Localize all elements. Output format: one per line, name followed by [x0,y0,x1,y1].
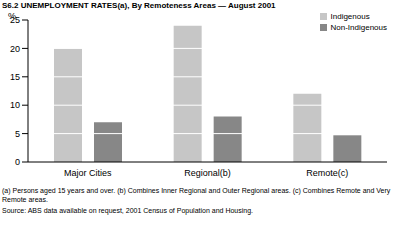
svg-text:Regional(b): Regional(b) [184,168,231,178]
html-text:Non-Indigenous: Non-Indigenous [330,23,387,32]
svg-text:10: 10 [10,100,20,110]
html-text:Source: ABS data available on: Source: ABS data available on request, 2… [2,207,253,214]
svg-text:Remote(c): Remote(c) [306,168,348,178]
svg-text:25: 25 [10,15,20,25]
svg-text:0: 0 [15,157,20,167]
svg-text:Major Cities: Major Cities [64,168,112,178]
html-text:(a) Persons aged 15 years and: (a) Persons aged 15 years and over. (b) … [2,187,391,203]
html-text:S6.2 UNEMPLOYMENT RATES(a), By: S6.2 UNEMPLOYMENT RATES(a), By Remotenes… [2,1,276,10]
svg-text:15: 15 [10,72,20,82]
svg-text:5: 5 [15,129,20,139]
svg-text:20: 20 [10,44,20,54]
html-text:Indigenous: Indigenous [330,12,370,21]
